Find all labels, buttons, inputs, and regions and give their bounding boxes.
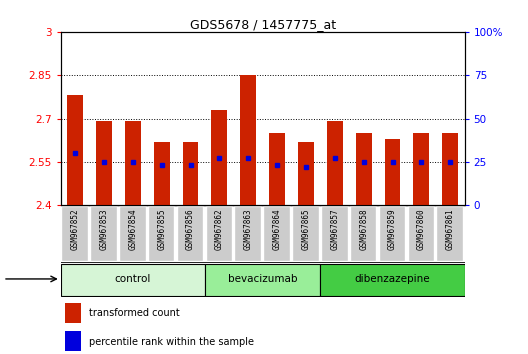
Bar [125, 121, 141, 205]
Title: GDS5678 / 1457775_at: GDS5678 / 1457775_at [190, 18, 336, 31]
FancyBboxPatch shape [321, 206, 347, 261]
FancyBboxPatch shape [61, 206, 88, 261]
FancyBboxPatch shape [205, 206, 232, 261]
FancyBboxPatch shape [292, 206, 319, 261]
Bar [298, 142, 314, 205]
Bar [413, 133, 429, 205]
Text: percentile rank within the sample: percentile rank within the sample [89, 337, 254, 347]
Text: GSM967858: GSM967858 [359, 208, 368, 250]
Text: GSM967853: GSM967853 [99, 208, 108, 250]
Text: GSM967857: GSM967857 [331, 208, 340, 250]
Bar [240, 75, 256, 205]
Bar [96, 121, 112, 205]
Text: GSM967865: GSM967865 [301, 208, 310, 250]
Text: GSM967855: GSM967855 [157, 208, 166, 250]
Bar [154, 142, 169, 205]
Text: GSM967860: GSM967860 [417, 208, 426, 250]
Text: GSM967854: GSM967854 [128, 208, 137, 250]
Text: GSM967856: GSM967856 [186, 208, 195, 250]
Bar [356, 133, 372, 205]
Bar [183, 142, 199, 205]
Bar [67, 96, 83, 205]
FancyBboxPatch shape [379, 206, 405, 261]
Bar [442, 133, 458, 205]
Text: GSM967852: GSM967852 [71, 208, 80, 250]
FancyBboxPatch shape [90, 206, 117, 261]
Bar [384, 139, 400, 205]
Text: GSM967864: GSM967864 [272, 208, 281, 250]
Text: dibenzazepine: dibenzazepine [355, 274, 430, 284]
Bar [65, 303, 81, 323]
Bar [205, 264, 320, 296]
Bar [61, 264, 205, 296]
Bar [269, 133, 285, 205]
Text: GSM967861: GSM967861 [446, 208, 455, 250]
Bar [327, 121, 343, 205]
Text: bevacizumab: bevacizumab [228, 274, 297, 284]
FancyBboxPatch shape [408, 206, 434, 261]
Bar [320, 264, 465, 296]
Text: transformed count: transformed count [89, 308, 180, 318]
FancyBboxPatch shape [119, 206, 146, 261]
FancyBboxPatch shape [234, 206, 261, 261]
Text: GSM967862: GSM967862 [215, 208, 224, 250]
FancyBboxPatch shape [148, 206, 174, 261]
Text: GSM967863: GSM967863 [244, 208, 253, 250]
Bar [212, 110, 228, 205]
FancyBboxPatch shape [436, 206, 463, 261]
Bar [65, 331, 81, 351]
Text: control: control [115, 274, 151, 284]
FancyBboxPatch shape [263, 206, 290, 261]
FancyBboxPatch shape [177, 206, 203, 261]
Text: GSM967859: GSM967859 [388, 208, 397, 250]
FancyBboxPatch shape [350, 206, 376, 261]
